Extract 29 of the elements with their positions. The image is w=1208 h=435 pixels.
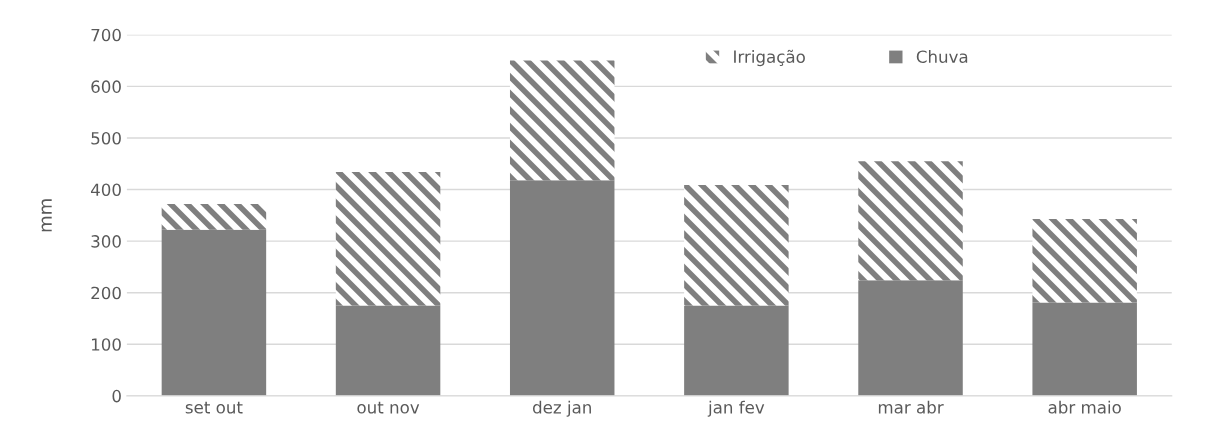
bar: [509, 60, 615, 181]
y-tick-label: 700: [91, 28, 121, 42]
y-tick-label: 400: [90, 183, 121, 197]
bar: [509, 180, 615, 396]
x-tick-label: set out: [185, 401, 243, 414]
bar: [161, 229, 267, 396]
legend-label: Irrigação: [734, 49, 805, 67]
y-tick-label: 600: [91, 80, 121, 93]
legend-label: Chuva: [916, 50, 968, 63]
bar: [335, 305, 441, 396]
y-tick-label: 100: [92, 338, 121, 351]
bar: [1032, 302, 1137, 396]
y-tick-label: 300: [91, 235, 121, 248]
x-tick-label: jan fev: [707, 400, 765, 417]
y-tick-label: 200: [91, 286, 121, 300]
x-tick-label: out nov: [357, 401, 420, 414]
bar: [684, 305, 789, 396]
bar: [1032, 218, 1137, 303]
bar: [858, 161, 963, 281]
bar: [684, 184, 789, 306]
x-tick-label: dez jan: [533, 400, 591, 417]
bar: [858, 280, 963, 396]
y-tick-label: 500: [91, 131, 121, 145]
y-axis-title: mm: [41, 199, 52, 232]
y-tick-label: 0: [112, 389, 121, 403]
bar: [335, 172, 441, 306]
x-tick-label: mar abr: [878, 400, 944, 414]
bar: [161, 203, 267, 230]
x-tick-label: abr maio: [1048, 400, 1121, 414]
